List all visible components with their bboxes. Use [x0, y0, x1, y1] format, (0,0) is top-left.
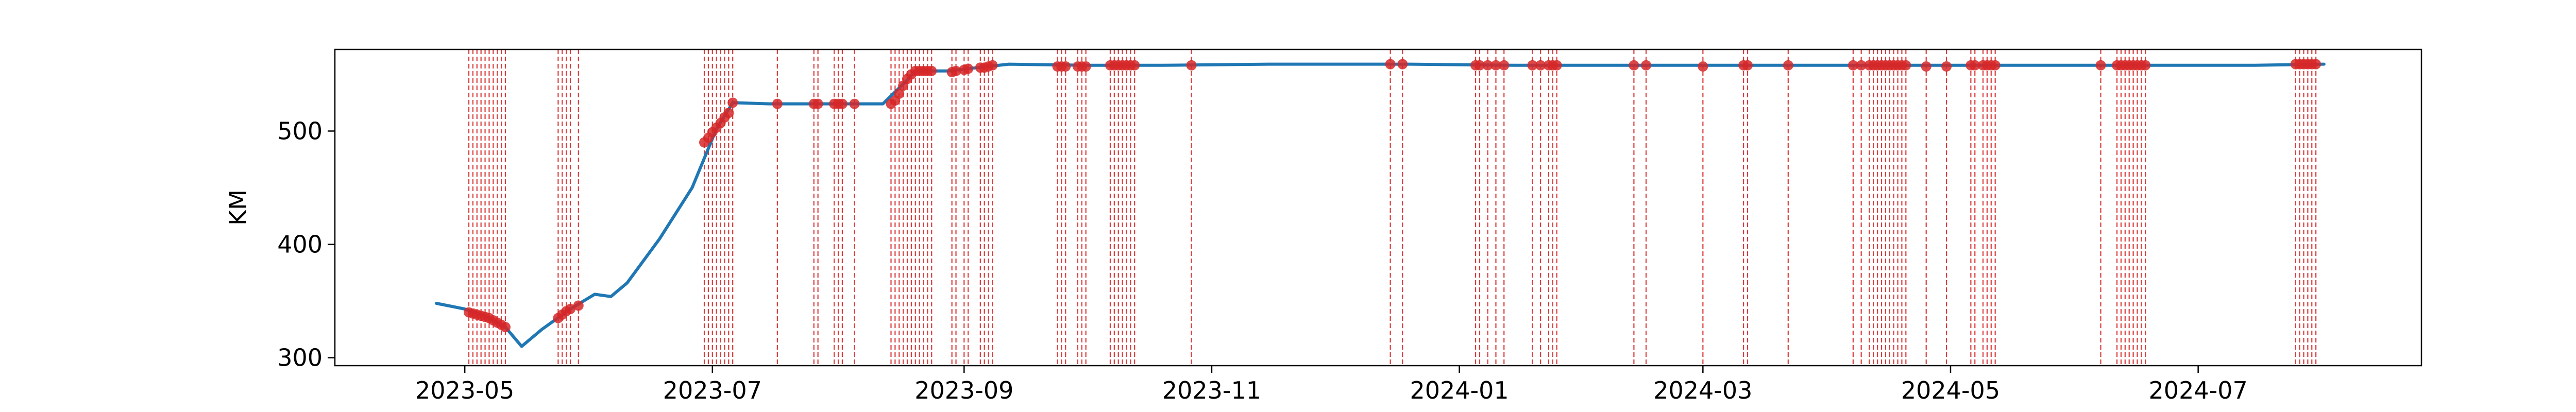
event-marker: [2311, 59, 2321, 70]
event-marker: [1482, 60, 1493, 71]
event-marker: [772, 98, 783, 109]
x-tick-label: 2024-03: [1653, 376, 1752, 404]
y-axis-label: KM: [224, 190, 252, 226]
event-marker: [1551, 60, 1562, 71]
event-marker: [1080, 61, 1091, 72]
event-marker: [1060, 61, 1071, 72]
event-marker: [727, 97, 738, 108]
x-tick-label: 2023-07: [663, 376, 762, 404]
x-tick-label: 2023-05: [415, 376, 514, 404]
event-marker: [926, 65, 937, 76]
y-tick-label: 500: [277, 117, 323, 145]
event-marker: [963, 63, 974, 74]
y-tick-label: 300: [277, 344, 323, 372]
event-marker: [987, 60, 998, 71]
x-axis: 2023-05 2023-07 2023-09 2023-11 2024-01 2024-…: [415, 366, 2248, 404]
event-marker: [1742, 60, 1753, 71]
event-marker: [1474, 60, 1485, 71]
event-marker: [723, 108, 734, 118]
event-marker: [849, 98, 860, 109]
event-marker: [1397, 59, 1408, 70]
event-marker: [565, 303, 576, 314]
event-marker: [837, 98, 848, 109]
event-marker: [1941, 61, 1952, 72]
event-lines-layer: [468, 49, 2317, 366]
event-marker: [812, 98, 823, 109]
event-marker: [573, 300, 584, 311]
event-marker: [1990, 60, 2001, 71]
x-tick-label: 2023-09: [914, 376, 1013, 404]
y-tick-label: 400: [277, 231, 323, 259]
event-marker: [1783, 60, 1793, 71]
x-tick-label: 2023-11: [1162, 376, 1261, 404]
x-tick-label: 2024-05: [1901, 376, 2000, 404]
x-tick-label: 2024-01: [1410, 376, 1509, 404]
event-marker: [1129, 60, 1140, 71]
event-marker: [2095, 60, 2106, 71]
event-marker: [951, 65, 961, 76]
y-axis: 300 400 500: [277, 117, 335, 372]
event-marker: [1970, 60, 1980, 71]
event-marker: [894, 88, 905, 99]
event-marker: [1901, 60, 1911, 71]
event-markers-layer: [464, 59, 2321, 333]
event-marker: [1629, 60, 1639, 71]
event-marker: [1921, 61, 1931, 72]
event-marker: [1641, 60, 1652, 71]
plot-frame: [334, 48, 2422, 367]
event-marker: [1527, 60, 1538, 71]
event-marker: [1856, 60, 1867, 71]
event-marker: [1186, 60, 1197, 71]
event-marker: [1385, 59, 1396, 70]
event-marker: [1499, 60, 1510, 71]
event-marker: [1698, 61, 1708, 72]
event-marker: [2140, 60, 2151, 71]
event-marker: [1848, 60, 1858, 71]
event-marker: [1490, 60, 1501, 71]
event-marker: [1535, 60, 1546, 71]
x-tick-label: 2024-07: [2149, 376, 2248, 404]
event-marker: [500, 322, 511, 333]
